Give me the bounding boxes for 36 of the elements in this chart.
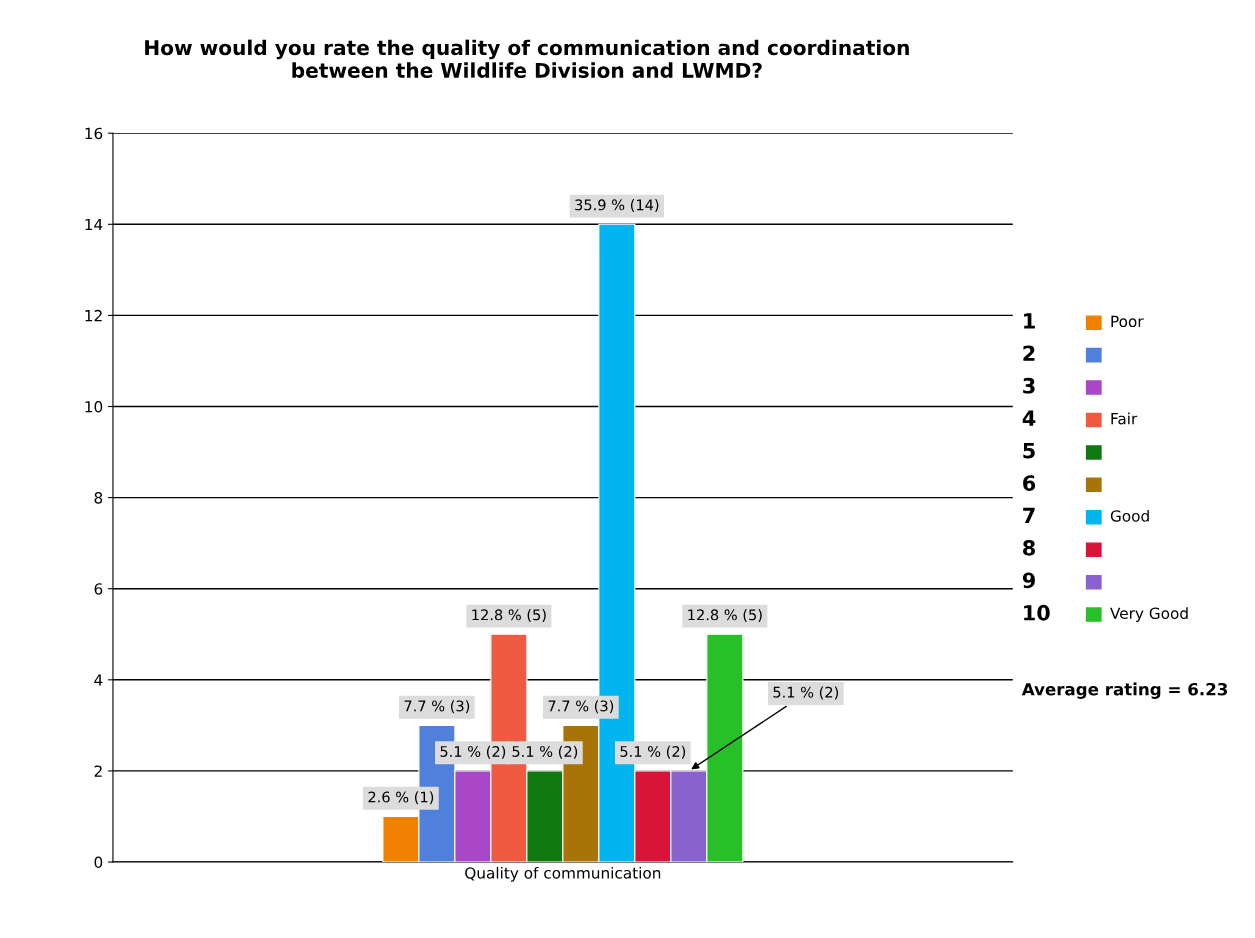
text: 8: [1023, 540, 1035, 556]
data-label: 5.1 % (2): [620, 745, 686, 759]
y-tick-label: 16: [85, 127, 103, 140]
data-label: 12.8 % (5): [472, 609, 546, 623]
text: 4: [1022, 410, 1036, 426]
legend-label: Good: [1110, 509, 1149, 522]
data-label: 7.7 % (3): [548, 700, 614, 714]
text: 1: [1024, 313, 1035, 329]
data-label: 5.1 % (2): [773, 686, 839, 700]
data-label: 7.7 % (3): [404, 700, 470, 714]
y-tick-label: 10: [85, 400, 103, 413]
y-tick-label: 14: [85, 218, 103, 231]
y-tick-label: 6: [94, 583, 103, 595]
text: 9: [1022, 572, 1035, 589]
y-tick-label: 0: [94, 856, 103, 869]
y-tick-label: 4: [94, 674, 103, 686]
legend-label: Poor: [1111, 315, 1144, 328]
data-label: 12.8 % (5): [688, 609, 762, 623]
text: 3: [1023, 377, 1035, 394]
data-label: 35.9 % (14): [575, 199, 659, 213]
y-tick-label: 12: [85, 309, 102, 322]
legend-label: Fair: [1111, 412, 1138, 425]
y-tick-label: 8: [94, 492, 103, 504]
data-label: 2.6 % (1): [368, 791, 434, 805]
legend-label: Very Good: [1110, 607, 1188, 622]
text: 2: [1023, 345, 1035, 361]
text: 10: [1024, 604, 1050, 621]
y-tick-label: 2: [94, 765, 102, 777]
text: 6: [1023, 475, 1036, 491]
text: Average rating = 6.23: [1021, 682, 1228, 699]
text: 7: [1023, 507, 1035, 524]
x-tick-label: Quality of communication: [465, 866, 661, 882]
text: 5: [1023, 442, 1035, 459]
chart-title: How would you rate the quality of communication and coordination between the Wildlife Division and LWMD?: [145, 39, 909, 78]
data-label: 5.1 % (2): [440, 745, 506, 759]
data-label: 5.1 % (2): [512, 745, 578, 759]
